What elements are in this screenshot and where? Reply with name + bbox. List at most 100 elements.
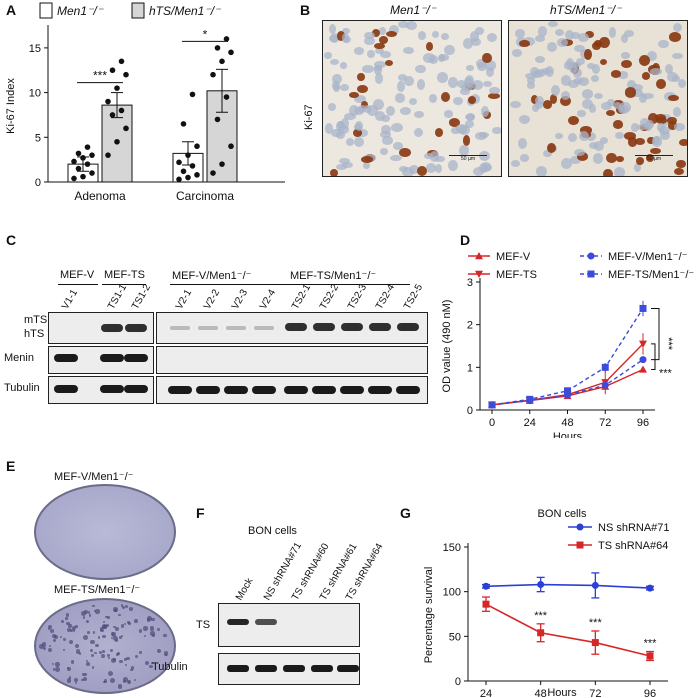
colony: [88, 611, 91, 614]
nucleus: [587, 63, 595, 70]
data-point: [89, 170, 95, 176]
nucleus: [568, 80, 580, 89]
chart-title: BON cells: [538, 508, 587, 520]
data-point: [123, 125, 129, 132]
nucleus: [651, 136, 662, 147]
data-point: [180, 121, 187, 127]
data-point: [123, 71, 129, 78]
colony: [104, 679, 108, 683]
nucleus: [381, 136, 393, 146]
colony: [68, 676, 72, 680]
colony: [39, 644, 45, 650]
nucleus: [485, 66, 494, 78]
group-label: MEF-TS/Men1⁻/⁻: [290, 270, 377, 282]
nucleus: [327, 102, 337, 112]
colony: [89, 614, 92, 617]
nucleus: [472, 166, 485, 176]
nucleus: [660, 130, 670, 140]
nucleus: [394, 92, 406, 103]
data-point: [210, 71, 216, 78]
ki67-positive-nucleus: [519, 40, 530, 48]
x-tick-label: 96: [644, 688, 656, 698]
nucleus: [650, 68, 662, 75]
colony: [103, 620, 106, 623]
ki67-positive-nucleus: [656, 78, 666, 89]
colony: [121, 604, 124, 607]
colony: [92, 631, 96, 634]
ki67-micrograph-hts: 50 µm: [508, 20, 688, 177]
nucleus: [534, 55, 545, 63]
nucleus: [555, 132, 564, 140]
nucleus: [607, 98, 616, 107]
nucleus: [535, 166, 547, 176]
data-point: [639, 304, 647, 312]
nucleus: [582, 99, 593, 109]
colony: [66, 621, 70, 626]
x-tick-label: 72: [589, 688, 601, 698]
colony: [75, 625, 79, 629]
nucleus: [341, 33, 349, 43]
nucleus: [397, 74, 407, 81]
ki67-positive-nucleus: [628, 137, 637, 147]
nucleus: [437, 72, 448, 83]
band-tubulin: [124, 385, 148, 393]
ki67-positive-nucleus: [580, 126, 593, 134]
data-point: [109, 67, 116, 74]
nucleus: [644, 120, 655, 130]
colony: [62, 638, 67, 642]
nucleus: [524, 72, 537, 80]
nucleus: [357, 129, 368, 138]
nucleus: [453, 96, 464, 106]
nucleus: [367, 104, 379, 116]
colony: [95, 643, 99, 648]
nucleus: [673, 107, 682, 118]
band-tubulin: [368, 386, 392, 394]
ki67-positive-nucleus: [360, 101, 369, 109]
ki67-positive-nucleus: [546, 142, 556, 153]
band-tubulin: [196, 386, 220, 394]
nucleus: [671, 52, 683, 60]
band-ts: [101, 324, 123, 332]
nucleus: [474, 26, 485, 36]
band-tubulin: [54, 385, 78, 393]
colony: [70, 629, 73, 632]
nucleus: [340, 118, 349, 130]
nucleus: [413, 127, 423, 138]
y-tick-label: 100: [443, 587, 461, 599]
nucleus: [386, 105, 396, 116]
nucleus: [440, 33, 449, 41]
nucleus: [374, 61, 386, 69]
group-underline: [288, 284, 410, 285]
nucleus: [573, 67, 583, 79]
x-tick-label: 24: [480, 688, 492, 698]
colony: [123, 679, 127, 683]
band-ts: [341, 323, 363, 331]
panel-label-g: G: [400, 505, 411, 521]
legend-label: MEF-V: [496, 251, 531, 263]
data-point: [214, 116, 221, 123]
nucleus: [401, 166, 414, 176]
nucleus: [593, 93, 603, 100]
band-ts: [227, 619, 249, 625]
nucleus: [398, 165, 408, 173]
ki67-positive-nucleus: [616, 155, 625, 163]
band-tubulin: [227, 665, 249, 672]
ki67-positive-nucleus: [655, 114, 666, 122]
nucleus: [355, 120, 364, 131]
colony: [65, 616, 68, 620]
nucleus: [471, 38, 481, 47]
nucleus: [640, 118, 651, 128]
ki67-positive-nucleus: [605, 109, 616, 117]
colony-dish-men1: [34, 484, 176, 580]
dish-top-label: MEF-V/Men1⁻/⁻: [54, 471, 134, 483]
ki67-positive-nucleus: [352, 129, 362, 137]
lane-label: V1-1: [60, 287, 81, 312]
colony: [105, 623, 110, 628]
nucleus: [492, 127, 501, 135]
row-label-menin: Menin: [4, 352, 34, 364]
nucleus: [577, 77, 590, 87]
nucleus: [379, 26, 387, 35]
group-label: MEF-V: [60, 269, 95, 281]
legend-label-men1: Men1⁻/⁻: [57, 4, 105, 18]
colony: [63, 649, 66, 652]
